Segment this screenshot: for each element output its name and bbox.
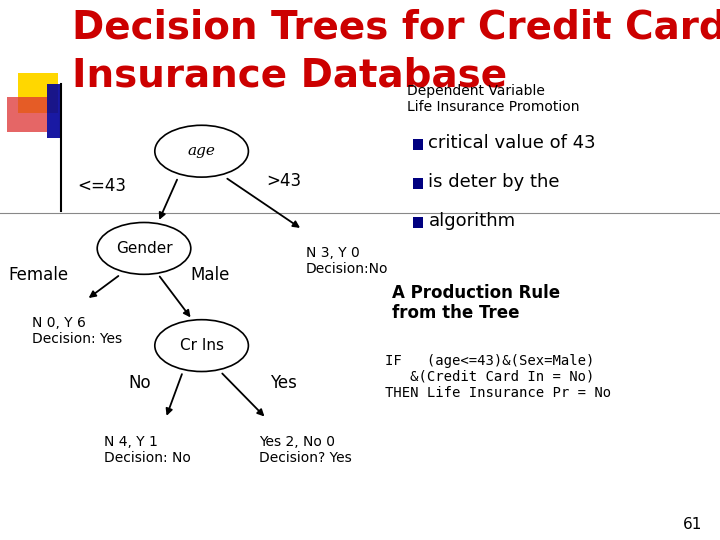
Text: >43: >43 [266,172,302,190]
Text: Yes 2, No 0
Decision? Yes: Yes 2, No 0 Decision? Yes [259,435,352,465]
Text: N 4, Y 1
Decision: No: N 4, Y 1 Decision: No [104,435,192,465]
Text: 61: 61 [683,517,702,532]
Text: Cr Ins: Cr Ins [179,338,224,353]
Bar [47,84,61,138]
Text: <=43: <=43 [77,177,126,195]
Text: A Production Rule
from the Tree: A Production Rule from the Tree [392,284,561,322]
Bar [413,178,423,189]
Text: No: No [129,374,151,393]
Ellipse shape [155,320,248,372]
Text: Female: Female [8,266,68,285]
Text: Decision Trees for Credit Card: Decision Trees for Credit Card [72,8,720,46]
Text: IF   (age<=43)&(Sex=Male)
   &(Credit Card In = No)
THEN Life Insurance Pr = No: IF (age<=43)&(Sex=Male) &(Credit Card In… [385,354,611,400]
Text: N 3, Y 0
Decision:No: N 3, Y 0 Decision:No [306,246,389,276]
Text: Gender: Gender [116,241,172,256]
Bar [7,97,47,132]
Text: Male: Male [191,266,230,285]
Bar [18,73,58,113]
Bar [413,217,423,228]
Text: Dependent Variable
Life Insurance Promotion: Dependent Variable Life Insurance Promot… [407,84,580,114]
Text: age: age [188,144,215,158]
Text: Yes: Yes [270,374,297,393]
Text: N 0, Y 6
Decision: Yes: N 0, Y 6 Decision: Yes [32,316,122,346]
Text: Insurance Database: Insurance Database [72,57,507,94]
Text: is deter by the: is deter by the [428,173,560,191]
Ellipse shape [155,125,248,177]
Text: algorithm: algorithm [428,212,516,230]
Bar [413,139,423,150]
Text: critical value of 43: critical value of 43 [428,134,596,152]
Ellipse shape [97,222,191,274]
